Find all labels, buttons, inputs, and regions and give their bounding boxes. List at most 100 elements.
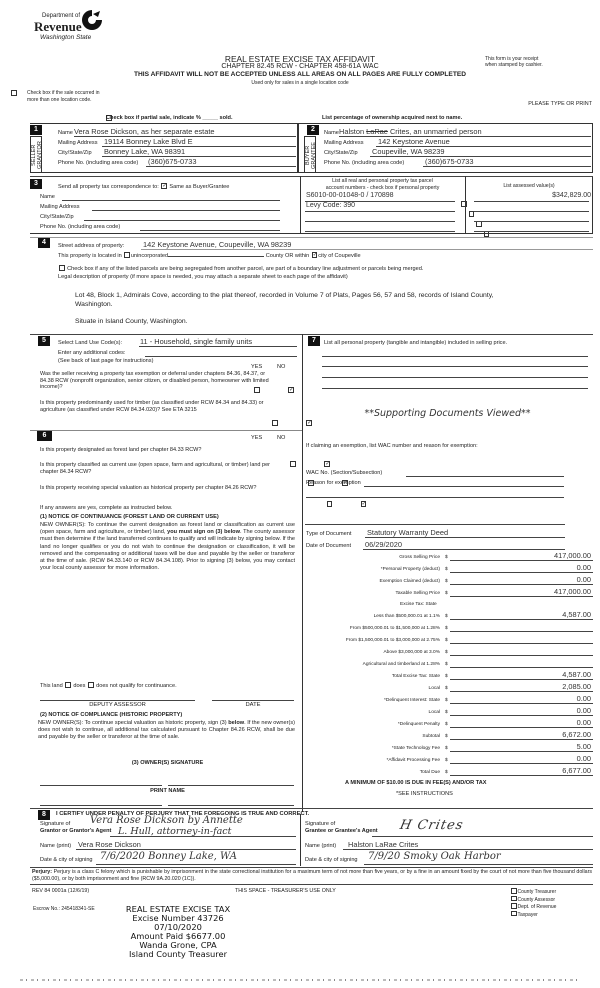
segregated-label: Check box if any of the listed parcels a… — [67, 266, 424, 272]
seller-phone-field[interactable]: (360)675-0733 — [148, 157, 197, 166]
buyer-name-field[interactable]: Halston LaRae Crites, an unmarried perso… — [339, 127, 482, 136]
seller-city-label: City/State/Zip — [58, 150, 92, 156]
additional-codes-label: Enter any additional codes: — [58, 350, 126, 356]
buyer-name-label: Name — [324, 130, 339, 136]
tax-row-value[interactable]: 0.00 — [576, 694, 591, 703]
buyer-section — [298, 123, 593, 173]
copy-checkbox[interactable] — [511, 903, 517, 909]
dollar-sign: $ — [445, 579, 448, 584]
copy-checkbox[interactable] — [511, 888, 517, 894]
tax-row-underline — [450, 596, 593, 597]
escrow-number: Escrow No.: 245418341-SE — [33, 906, 95, 912]
multi-location-label-1: Check box if the sale occurred in — [27, 90, 100, 96]
tax-row-value[interactable]: 0.00 — [576, 718, 591, 727]
q-exemption-no[interactable] — [288, 387, 294, 393]
corr-address-label: Mailing Address — [40, 204, 80, 210]
q-historic-yes[interactable] — [326, 501, 332, 507]
assessed-value-field[interactable]: $342,829.00 — [552, 192, 591, 199]
tax-row-value[interactable]: 4,587.00 — [562, 610, 591, 619]
seller-city-field[interactable]: Bonney Lake, WA 98391 — [104, 147, 186, 156]
tax-row-label: *State Technology Fee — [391, 746, 440, 751]
tax-row-value[interactable]: 4,587.00 — [562, 670, 591, 679]
parcel-number-field[interactable]: S6010-00-01048-0 / 170898 — [306, 192, 394, 199]
tax-row-value[interactable]: 5.00 — [576, 742, 591, 751]
same-as-buyer-checkbox[interactable] — [161, 183, 167, 189]
notice2-text: NEW OWNER(S): To continue special valuat… — [38, 720, 295, 742]
ownership-note: List percentage of ownership acquired ne… — [322, 114, 463, 121]
grantor-name-field[interactable]: Vera Rose Dickson — [78, 840, 141, 849]
tax-row-value[interactable]: 417,000.00 — [554, 587, 591, 596]
yes-header: YES — [251, 364, 263, 370]
personal-property-checkbox[interactable] — [461, 201, 467, 207]
copy-checkbox[interactable] — [511, 910, 517, 916]
excise-tax-state-heading: Excise Tax: State — [400, 602, 437, 607]
notice2-bold: below — [228, 720, 245, 726]
tax-row-underline — [450, 560, 593, 561]
legal-desc-line3: Situate in Island County, Washington. — [75, 318, 188, 325]
tax-row-value[interactable]: 2,085.00 — [562, 682, 591, 691]
buyer-address-field[interactable]: 142 Keystone Avenue — [378, 137, 450, 146]
tax-row-value[interactable]: 6,672.00 — [562, 730, 591, 739]
buyer-phone-field[interactable]: (360)675-0733 — [425, 157, 474, 166]
city-label: city of Coupeville — [318, 253, 361, 259]
copy-distribution-item[interactable]: Taxpayer — [510, 910, 538, 918]
seller-side-label: SELLER GRANTOR — [31, 141, 43, 169]
q-current-use-yes[interactable] — [308, 480, 314, 486]
grantor-sig-label-2: Grantor or Grantor's Agent — [40, 828, 112, 834]
copy-distribution-item[interactable]: County Treasurer — [510, 888, 556, 895]
tax-row: Taxable Selling Price $417,000.00 — [300, 586, 593, 597]
copy-distribution-item[interactable]: County Assessor — [510, 895, 556, 903]
question-exemption: Was the seller receiving a property tax … — [40, 371, 269, 391]
q-forest-yes[interactable] — [290, 461, 296, 467]
copy-distribution-item[interactable]: Dept. of Revenue — [510, 903, 556, 910]
buyer-struck-name: LaRae — [366, 127, 388, 136]
stamp-amount: Amount Paid $6677.00 — [130, 931, 226, 941]
doc-type-field[interactable]: Statutory Warranty Deed — [367, 528, 449, 537]
does-not-qualify-checkbox[interactable] — [88, 682, 94, 688]
land-use-field[interactable]: 11 - Household, single family units — [140, 337, 253, 346]
copy-checkbox[interactable] — [511, 895, 517, 901]
grantee-date-city[interactable]: 7/9/20 Smoky Oak Harbor — [368, 851, 501, 862]
does-qualify-checkbox[interactable] — [65, 682, 71, 688]
grantee-signature[interactable]: H Crites — [398, 818, 465, 833]
city-checkbox[interactable] — [311, 252, 318, 258]
q-exemption-yes[interactable] — [254, 387, 260, 393]
parcel-number-field[interactable]: Levy Code: 390 — [306, 202, 356, 209]
partial-sale-checkbox[interactable] — [106, 115, 112, 121]
grantor-date-city[interactable]: 7/6/2020 Bonney Lake, WA — [100, 851, 238, 862]
reason-field[interactable] — [364, 486, 564, 487]
grantee-name-field[interactable]: Halston LaRae Crites — [348, 840, 419, 849]
q-forest-no[interactable] — [324, 461, 330, 467]
grantee-date-city-label: Date & city of signing — [305, 857, 358, 863]
q-timber-yes[interactable] — [272, 420, 278, 426]
tax-row-value[interactable]: 0.00 — [576, 575, 591, 584]
tax-row-value[interactable]: 0.00 — [576, 706, 591, 715]
seller-name-field[interactable]: Vera Rose Dickson, as her separate estat… — [74, 127, 215, 136]
logo-line3: Washington State — [40, 34, 92, 41]
tax-row-value[interactable]: 0.00 — [576, 563, 591, 572]
street-address-field[interactable]: 142 Keystone Avenue, Coupeville, WA 9823… — [143, 240, 292, 249]
copy-label: County Assessor — [517, 896, 556, 903]
q-timber-no[interactable] — [306, 420, 312, 426]
wac-field[interactable] — [406, 476, 564, 477]
q-current-use-no[interactable] — [342, 480, 348, 486]
doc-date-field[interactable]: 06/29/2020 — [365, 540, 402, 549]
multi-location-checkbox[interactable] — [11, 90, 17, 96]
stamp-treasurer-name: Wanda Grone, CPA — [139, 940, 217, 950]
buyer-city-field[interactable]: Coupeville, WA 98239 — [372, 147, 445, 156]
seller-address-field[interactable]: 19114 Bonney Lake Blvd E — [104, 137, 193, 146]
personal-property-checkbox[interactable] — [468, 211, 474, 217]
treasurer-use-label: THIS SPACE - TREASURER'S USE ONLY — [235, 888, 336, 894]
dollar-sign: $ — [445, 722, 448, 727]
tax-row-label: Gross Selling Price — [399, 555, 440, 560]
question-forest: Is this property designated as forest la… — [40, 447, 202, 453]
unincorporated-checkbox[interactable] — [124, 252, 130, 258]
tax-row-value[interactable]: 0.00 — [576, 754, 591, 763]
tax-row: Above $3,000,000 at 3.0% $ — [300, 645, 593, 656]
segregated-checkbox[interactable] — [59, 265, 65, 271]
tax-row-value[interactable]: 417,000.00 — [554, 551, 591, 560]
grantor-signature[interactable]: Vera Rose Dickson by Annette — [90, 815, 243, 826]
q-historic-no[interactable] — [360, 501, 367, 507]
tax-row-label: Exemption Claimed (deduct) — [379, 579, 440, 584]
tax-row-value[interactable]: 6,677.00 — [562, 766, 591, 775]
